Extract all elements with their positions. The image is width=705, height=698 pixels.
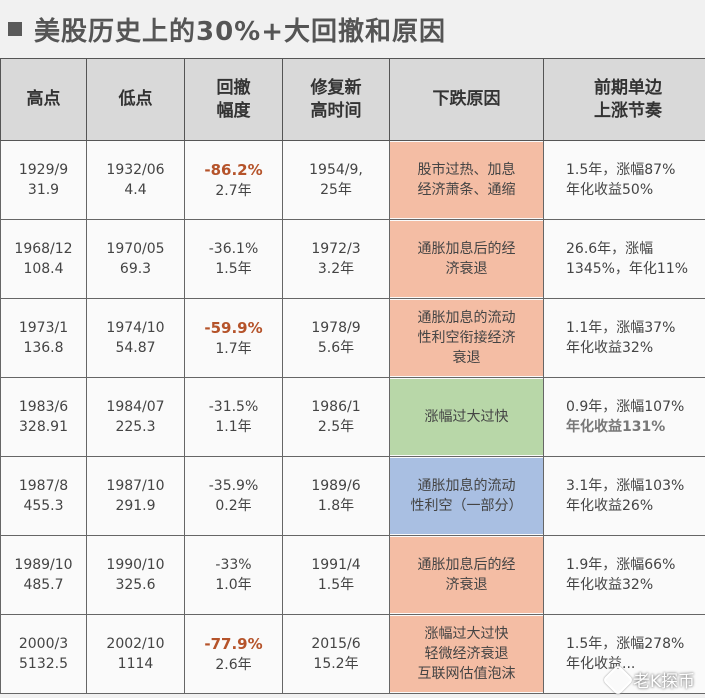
recovery-cell: 1989/6 1.8年 — [282, 456, 390, 536]
table-row: 1968/12 108.4 1970/05 69.3 -36.1% 1.5年 1972/… — [0, 219, 705, 299]
recovery-cell: 1986/1 2.5年 — [282, 377, 390, 457]
square-bullet-icon — [8, 22, 22, 36]
reason-box: 通胀加息后的经 济衰退 — [390, 537, 543, 613]
low-cell: 1990/10 325.6 — [86, 535, 185, 615]
drawdown-cell: -77.9% 2.6年 — [184, 614, 283, 694]
drawdown-pct: -31.5% — [208, 399, 259, 415]
recovery-cell: 1978/9 5.6年 — [282, 298, 390, 378]
rise-cell: 1.5年，涨幅278% 年化收益... — [543, 614, 705, 694]
reason-cell: 通胀加息后的经 济衰退 — [389, 219, 544, 299]
drawdown-pct: -35.9% — [208, 478, 259, 494]
rise-duration: 1.9年，涨幅66% — [566, 557, 676, 573]
high-cell: 1983/6 328.91 — [0, 377, 87, 457]
rise-annualized: 年化收益50% — [566, 182, 654, 198]
recovery-cell: 2015/6 15.2年 — [282, 614, 390, 694]
reason-box: 涨幅过大过快 — [390, 379, 543, 455]
high-cell: 1987/8 455.3 — [0, 456, 87, 536]
high-cell: 1968/12 108.4 — [0, 219, 87, 299]
low-cell: 1932/06 4.4 — [86, 140, 185, 220]
rise-cell: 26.6年，涨幅 1345%，年化11% — [543, 219, 705, 299]
recovery-cell: 1972/3 3.2年 — [282, 219, 390, 299]
watermark-logo-icon — [602, 663, 634, 696]
header-low: 低点 — [86, 58, 185, 141]
header-reason: 下跌原因 — [389, 58, 544, 141]
drawdown-cell: -33% 1.0年 — [184, 535, 283, 615]
drawdown-duration: 1.0年 — [215, 577, 252, 593]
rise-cell: 0.9年，涨幅107% 年化收益131% — [543, 377, 705, 457]
reason-box: 通胀加息的流动 性利空（一部分） — [390, 458, 543, 534]
rise-duration: 26.6年，涨幅 — [566, 241, 654, 257]
recovery-cell: 1991/4 1.5年 — [282, 535, 390, 615]
rise-duration: 1.5年，涨幅278% — [566, 636, 685, 652]
reason-cell: 涨幅过大过快 — [389, 377, 544, 457]
reason-cell: 通胀加息的流动 性利空衔接经济 衰退 — [389, 298, 544, 378]
reason-box: 通胀加息后的经 济衰退 — [390, 221, 543, 297]
reason-cell: 通胀加息后的经 济衰退 — [389, 535, 544, 615]
drawdown-pct: -33% — [215, 557, 252, 573]
rise-annualized: 年化收益131% — [566, 419, 666, 435]
drawdown-pct: -59.9% — [204, 318, 263, 337]
drawdown-duration: 1.7年 — [215, 340, 252, 357]
drawdown-cell: -59.9% 1.7年 — [184, 298, 283, 378]
high-cell: 1973/1 136.8 — [0, 298, 87, 378]
drawdown-duration: 1.5年 — [215, 261, 252, 277]
drawdown-pct: -36.1% — [208, 241, 259, 257]
table-row: 1987/8 455.3 1987/10 291.9 -35.9% 0.2年 1989/… — [0, 456, 705, 536]
reason-cell: 通胀加息的流动 性利空（一部分） — [389, 456, 544, 536]
watermark-text: 老K探币 — [632, 672, 695, 692]
table-row: 1929/9 31.9 1932/06 4.4 -86.2% 2.7年 1954/9, … — [0, 140, 705, 220]
low-cell: 1970/05 69.3 — [86, 219, 185, 299]
drawdown-duration: 0.2年 — [215, 498, 252, 514]
header-rise: 前期单边 上涨节奏 — [543, 58, 705, 141]
recovery-cell: 1954/9, 25年 — [282, 140, 390, 220]
header-recovery: 修复新 高时间 — [282, 58, 390, 141]
high-cell: 2000/3 5132.5 — [0, 614, 87, 694]
rise-annualized: 年化收益26% — [566, 498, 654, 514]
drawdown-cell: -31.5% 1.1年 — [184, 377, 283, 457]
low-cell: 1974/10 54.87 — [86, 298, 185, 378]
drawdown-cell: -35.9% 0.2年 — [184, 456, 283, 536]
drawdown-duration: 1.1年 — [215, 419, 252, 435]
rise-duration: 1.5年，涨幅87% — [566, 162, 676, 178]
table-row: 1989/10 485.7 1990/10 325.6 -33% 1.0年 1991/4… — [0, 535, 705, 615]
drawdown-cell: -36.1% 1.5年 — [184, 219, 283, 299]
watermark: 老K探币 — [602, 663, 695, 696]
drawdown-pct: -77.9% — [204, 634, 263, 653]
rise-duration: 1.1年，涨幅37% — [566, 320, 676, 336]
high-cell: 1989/10 485.7 — [0, 535, 87, 615]
drawdown-duration: 2.7年 — [215, 182, 252, 199]
high-cell: 1929/9 31.9 — [0, 140, 87, 220]
rise-cell: 1.9年，涨幅66% 年化收益32% — [543, 535, 705, 615]
table-row: 2000/3 5132.5 2002/10 1114 -77.9% 2.6年 2015/… — [0, 614, 705, 694]
rise-annualized: 1345%，年化11% — [566, 261, 689, 277]
rise-annualized: 年化收益32% — [566, 577, 654, 593]
low-cell: 1987/10 291.9 — [86, 456, 185, 536]
header-high: 高点 — [0, 58, 87, 141]
rise-annualized: 年化收益32% — [566, 340, 654, 356]
title-bar: 美股历史上的30%+大回撤和原因 — [0, 0, 705, 58]
table-row: 1983/6 328.91 1984/07 225.3 -31.5% 1.1年 1986… — [0, 377, 705, 457]
rise-duration: 0.9年，涨幅107% — [566, 399, 685, 415]
header-row: 高点 低点 回撤 幅度 修复新 高时间 下跌原因 前期单边 上涨节奏 — [0, 58, 705, 141]
page-title: 美股历史上的30%+大回撤和原因 — [34, 16, 447, 47]
reason-cell: 涨幅过大过快 轻微经济衰退 互联网估值泡沫 — [389, 614, 544, 694]
rise-duration: 3.1年，涨幅103% — [566, 478, 685, 494]
drawdown-duration: 2.6年 — [215, 656, 252, 673]
table-row: 1973/1 136.8 1974/10 54.87 -59.9% 1.7年 1978/… — [0, 298, 705, 378]
reason-cell: 股市过热、加息 经济萧条、通缩 — [389, 140, 544, 220]
rise-annualized: 年化收益... — [566, 656, 636, 672]
drawdown-cell: -86.2% 2.7年 — [184, 140, 283, 220]
low-cell: 1984/07 225.3 — [86, 377, 185, 457]
reason-box: 通胀加息的流动 性利空衔接经济 衰退 — [390, 300, 543, 376]
rise-cell: 1.5年，涨幅87% 年化收益50% — [543, 140, 705, 220]
header-drawdown: 回撤 幅度 — [184, 58, 283, 141]
rise-cell: 1.1年，涨幅37% 年化收益32% — [543, 298, 705, 378]
drawdown-table: 高点 低点 回撤 幅度 修复新 高时间 下跌原因 前期单边 上涨节奏 1929/… — [0, 58, 705, 694]
rise-cell: 3.1年，涨幅103% 年化收益26% — [543, 456, 705, 536]
reason-box: 涨幅过大过快 轻微经济衰退 互联网估值泡沫 — [390, 616, 543, 692]
low-cell: 2002/10 1114 — [86, 614, 185, 694]
drawdown-pct: -86.2% — [204, 160, 263, 179]
reason-box: 股市过热、加息 经济萧条、通缩 — [390, 142, 543, 218]
